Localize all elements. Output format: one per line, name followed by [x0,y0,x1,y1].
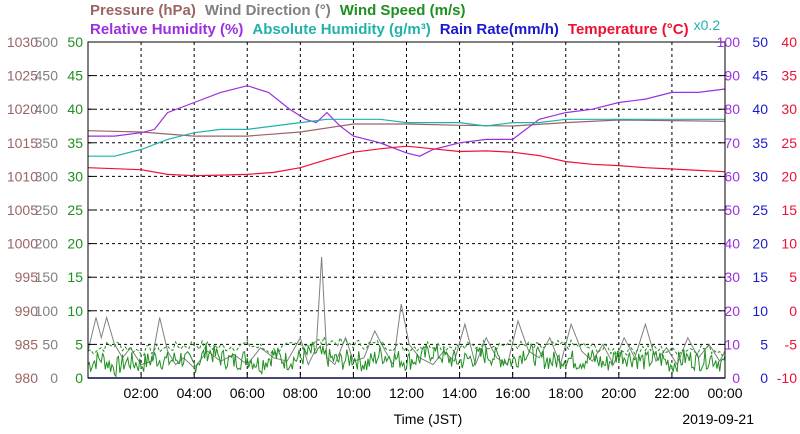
y-tick-rain-rate: 45 [752,68,768,84]
y-tick-wind-direction: 350 [35,135,59,151]
y-tick-rain-rate: 35 [752,135,768,151]
y-tick-temperature: 25 [781,135,797,151]
y-tick-pressure: 980 [15,370,39,386]
y-tick-pressure: 985 [15,336,39,352]
y-tick-wind-direction: 450 [35,68,59,84]
y-tick-wind-direction: 150 [35,269,59,285]
legend-wind_speed: Wind Speed (m/s) [340,2,466,19]
x-tick-label: 06:00 [230,385,265,401]
y-tick-rain-rate: 10 [752,303,768,319]
y-tick-relative-humidity: 70 [724,135,740,151]
legend-rain_rate: Rain Rate(mm/h) [440,21,559,38]
y-tick-rain-rate: 5 [760,336,768,352]
x-tick-label: 10:00 [336,385,371,401]
y-tick-relative-humidity: 30 [724,269,740,285]
y-tick-relative-humidity: 60 [724,168,740,184]
y-tick-wind-speed: 5 [75,336,83,352]
y-tick-relative-humidity: 10 [724,336,740,352]
y-tick-temperature: -5 [785,336,798,352]
x-tick-label: 14:00 [442,385,477,401]
y-tick-wind-speed: 0 [75,370,83,386]
legend-wind_direction: Wind Direction (°) [205,2,331,19]
series-temperature-line [87,145,726,177]
x-tick-label: 20:00 [601,385,636,401]
y-tick-temperature: 15 [781,202,797,218]
series-relative_humidity-line [88,85,726,157]
y-tick-wind-speed: 25 [67,202,83,218]
x-tick-label: 08:00 [283,385,318,401]
y-tick-wind-direction: 250 [35,202,59,218]
y-tick-temperature: -10 [777,370,797,386]
y-tick-pressure: 1005 [7,202,38,218]
y-tick-temperature: 40 [781,34,797,50]
series-wind_speed-line [87,341,726,378]
y-tick-relative-humidity: 90 [724,68,740,84]
y-tick-rain-rate: 15 [752,269,768,285]
date-label: 2019-09-21 [682,411,754,427]
y-tick-pressure: 1010 [7,168,38,184]
y-tick-temperature: 10 [781,236,797,252]
x-tick-label: 04:00 [177,385,212,401]
y-tick-pressure: 1020 [7,101,38,117]
y-tick-rain-rate: 25 [752,202,768,218]
y-tick-rain-rate: 0 [760,370,768,386]
y-tick-wind-direction: 400 [35,101,59,117]
legend-multiplier: x0.2 [694,17,721,33]
x-tick-label: 22:00 [654,385,689,401]
x-tick-label: 18:00 [548,385,583,401]
y-tick-temperature: 30 [781,101,797,117]
y-tick-wind-speed: 50 [67,34,83,50]
y-tick-temperature: 5 [789,269,797,285]
y-tick-pressure: 1000 [7,236,38,252]
legend-relative_humidity: Relative Humidity (%) [90,21,243,38]
x-tick-label: 02:00 [124,385,159,401]
y-tick-pressure: 990 [15,303,39,319]
y-tick-wind-speed: 30 [67,168,83,184]
y-tick-temperature: 20 [781,168,797,184]
y-tick-wind-speed: 45 [67,68,83,84]
legend-temperature: Temperature (°C) [568,21,689,38]
y-tick-wind-direction: 200 [35,236,59,252]
y-tick-wind-speed: 15 [67,269,83,285]
x-tick-label: 12:00 [389,385,424,401]
y-tick-relative-humidity: 100 [717,34,741,50]
y-tick-pressure: 995 [15,269,39,285]
y-tick-relative-humidity: 0 [732,370,740,386]
y-tick-pressure: 1030 [7,34,38,50]
x-tick-label: 00:00 [707,385,742,401]
y-tick-wind-direction: 500 [35,34,59,50]
y-tick-relative-humidity: 50 [724,202,740,218]
x-axis-title: Time (JST) [394,411,463,427]
y-tick-wind-direction: 300 [35,168,59,184]
y-tick-rain-rate: 20 [752,236,768,252]
y-tick-wind-direction: 50 [42,336,58,352]
y-tick-rain-rate: 50 [752,34,768,50]
y-tick-pressure: 1015 [7,135,38,151]
y-tick-pressure: 1025 [7,68,38,84]
y-tick-relative-humidity: 80 [724,101,740,117]
y-tick-rain-rate: 30 [752,168,768,184]
y-tick-wind-direction: 0 [50,370,58,386]
y-tick-wind-speed: 20 [67,236,83,252]
y-tick-wind-speed: 40 [67,101,83,117]
legend-absolute_humidity: Absolute Humidity (g/m³) [252,21,430,38]
y-tick-rain-rate: 40 [752,101,768,117]
legend-pressure: Pressure (hPa) [90,2,196,19]
y-tick-temperature: 35 [781,68,797,84]
series-absolute_humidity-line [88,118,725,157]
x-tick-label: 16:00 [495,385,530,401]
y-tick-temperature: 0 [789,303,797,319]
y-tick-relative-humidity: 20 [724,303,740,319]
series-pressure-line [87,119,726,137]
y-tick-relative-humidity: 40 [724,236,740,252]
series-wind_speed_gust-line [87,335,726,357]
y-tick-wind-speed: 10 [67,303,83,319]
y-tick-wind-speed: 35 [67,135,83,151]
y-tick-wind-direction: 100 [35,303,59,319]
